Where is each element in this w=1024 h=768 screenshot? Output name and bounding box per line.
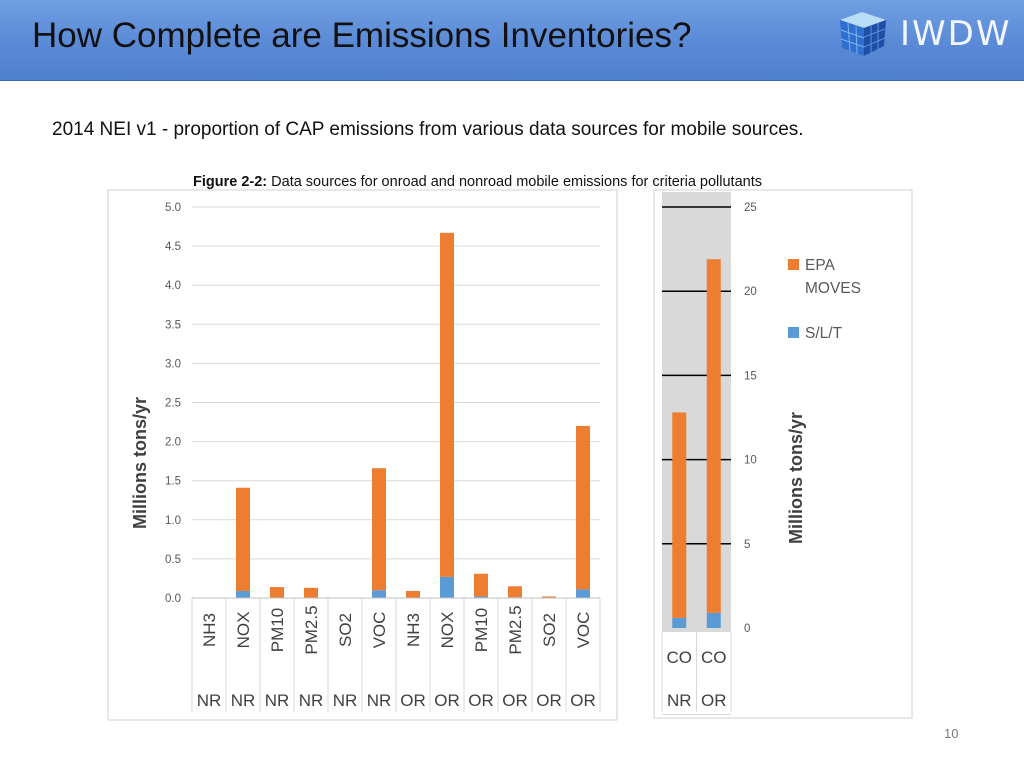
right-x-tick-label: CO — [667, 648, 693, 667]
left-x-tick-label: NOX — [438, 612, 457, 649]
bar-epa-moves — [706, 259, 721, 613]
left-y-tick-label: 2.5 — [165, 398, 181, 410]
title-bar: How Complete are Emissions Inventories? … — [0, 0, 1024, 81]
bar-slt — [672, 617, 687, 628]
right-y-tick-label: 5 — [744, 539, 750, 551]
left-group-label: OR — [536, 691, 562, 710]
left-y-tick-label: 1.5 — [165, 476, 181, 488]
left-group-label: OR — [468, 691, 494, 710]
legend-swatch-epa-moves — [788, 259, 799, 270]
right-group-label: NR — [667, 691, 692, 710]
left-x-tick-label: NOX — [234, 612, 253, 649]
left-group-label: NR — [231, 691, 256, 710]
page-number: 10 — [944, 726, 959, 741]
right-group-label: OR — [701, 691, 727, 710]
logo-text: IWDW — [900, 14, 1012, 54]
left-group-label: OR — [400, 691, 426, 710]
right-x-tick-label: CO — [701, 648, 727, 667]
left-x-tick-label: PM10 — [472, 608, 491, 652]
bar-slt — [474, 596, 488, 598]
right-y-tick-label: 25 — [744, 202, 757, 214]
bar-epa-moves — [372, 468, 386, 591]
bar-slt — [236, 590, 250, 598]
right-y-axis-title: Millions tons/yr — [786, 412, 806, 544]
legend-swatch-slt — [788, 327, 799, 338]
right-y-tick-label: 20 — [744, 286, 757, 298]
left-x-tick-label: VOC — [574, 612, 593, 649]
left-x-tick-label: SO2 — [336, 613, 355, 647]
left-y-tick-label: 4.0 — [165, 280, 181, 292]
left-group-label: NR — [367, 691, 392, 710]
legend-label-slt: S/L/T — [805, 325, 843, 342]
left-y-tick-label: 3.0 — [165, 358, 181, 370]
bar-epa-moves — [576, 425, 590, 590]
bar-epa-moves — [270, 587, 284, 598]
left-y-tick-label: 0.5 — [165, 554, 181, 566]
left-y-tick-label: 1.0 — [165, 515, 181, 527]
left-group-label: OR — [502, 691, 528, 710]
left-group-label: OR — [434, 691, 460, 710]
figure-caption-text: Data sources for onroad and nonroad mobi… — [267, 174, 762, 190]
bar-epa-moves — [508, 586, 522, 598]
bar-epa-moves — [542, 596, 556, 598]
right-y-tick-label: 10 — [744, 455, 757, 467]
cube-logo-icon — [840, 12, 886, 56]
left-group-label: NR — [299, 691, 324, 710]
left-x-tick-label: SO2 — [540, 613, 559, 647]
left-x-tick-label: PM2.5 — [506, 605, 525, 654]
left-group-label: NR — [333, 691, 358, 710]
right-y-tick-label: 0 — [744, 623, 750, 635]
left-y-tick-label: 3.5 — [165, 319, 181, 331]
bar-slt — [706, 612, 721, 628]
left-group-label: NR — [265, 691, 290, 710]
left-group-label: NR — [197, 691, 222, 710]
left-x-tick-label: PM2.5 — [302, 605, 321, 654]
right-chart: 0 5 10 15 20 25 Millions tons/yr CO NR CO OR EPA MOV… — [661, 202, 861, 714]
left-x-tick-label: NH3 — [404, 613, 423, 647]
left-y-tick-label: 2.0 — [165, 437, 181, 449]
bar-epa-moves — [304, 587, 318, 598]
slide-subtitle: 2014 NEI v1 - proportion of CAP emission… — [52, 119, 804, 140]
left-chart: 0.0 0.5 1.0 1.5 2.0 2.5 3.0 3.5 4.0 4.5 5.0 Million… — [130, 202, 601, 712]
bar-epa-moves — [406, 590, 420, 598]
right-y-tick-label: 15 — [744, 370, 757, 382]
left-y-axis-title: Millions tons/yr — [130, 397, 150, 529]
bar-epa-moves — [440, 232, 454, 577]
bar-slt — [440, 576, 454, 598]
bar-slt — [372, 590, 386, 598]
left-group-label: OR — [570, 691, 596, 710]
left-x-tick-label: VOC — [370, 612, 389, 649]
left-x-tick-label: PM10 — [268, 608, 287, 652]
bar-epa-moves — [672, 412, 687, 618]
slide-title: How Complete are Emissions Inventories? — [32, 16, 692, 55]
left-y-tick-label: 4.5 — [165, 241, 181, 253]
legend-label-epa-moves: EPA MOVES — [805, 257, 861, 297]
bar-epa-moves — [236, 487, 250, 591]
figure-caption: Figure 2-2: Data sources for onroad and … — [193, 174, 762, 190]
left-y-tick-label: 5.0 — [165, 202, 181, 214]
bar-epa-moves — [474, 573, 488, 597]
figure-caption-label: Figure 2-2: — [193, 174, 267, 190]
left-x-tick-label: NH3 — [200, 613, 219, 647]
bar-slt — [576, 589, 590, 598]
iwdw-logo: IWDW — [834, 10, 1014, 60]
left-y-tick-label: 0.0 — [165, 593, 181, 605]
